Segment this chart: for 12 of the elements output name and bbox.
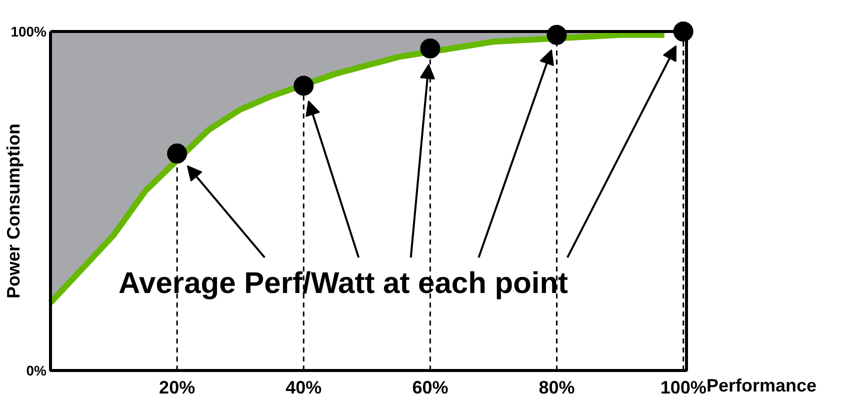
x-tick-label: 40% <box>286 378 322 398</box>
x-axis-title: Performance <box>706 376 817 396</box>
y-tick-label: 0% <box>26 362 48 378</box>
annotation: Average Perf/Watt at each point <box>118 267 568 300</box>
x-tick-label: 80% <box>538 378 575 398</box>
x-tick-label: 100% <box>660 378 706 398</box>
x-tick-label: 60% <box>412 378 448 398</box>
y-axis-title: Power Consumption <box>4 124 24 298</box>
point <box>420 38 440 58</box>
x-tick-label: 20% <box>159 378 196 398</box>
point <box>294 76 314 96</box>
point <box>167 144 188 164</box>
